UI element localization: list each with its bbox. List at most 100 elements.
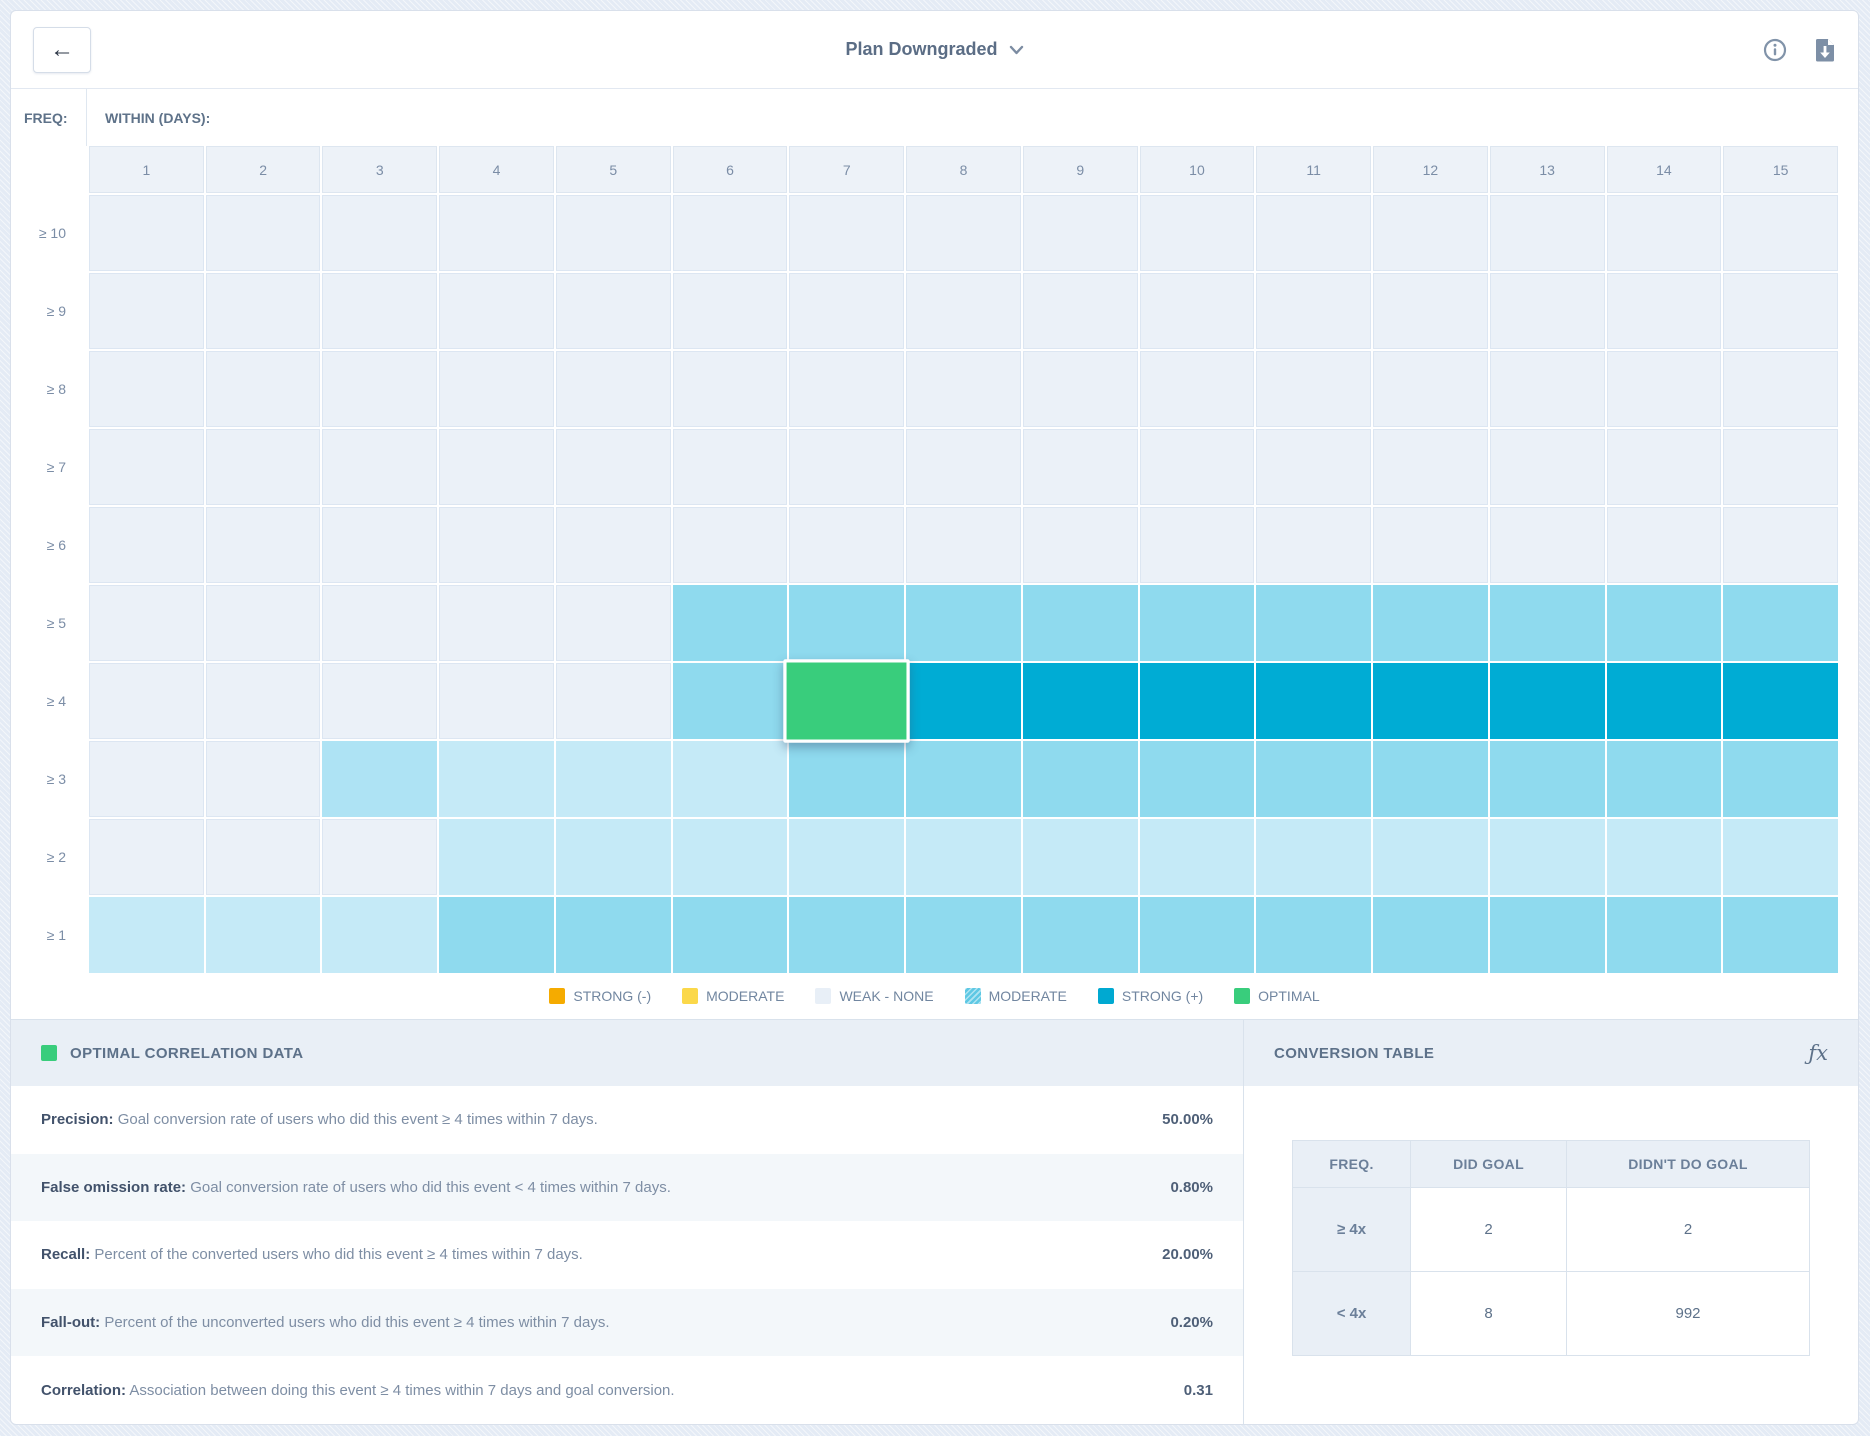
heatmap-cell-f9-d5[interactable] — [555, 273, 671, 349]
heatmap-cell-f5-d4[interactable] — [439, 585, 554, 661]
heatmap-cell-f10-d10[interactable] — [1139, 195, 1255, 271]
heatmap-cell-f10-d1[interactable] — [89, 195, 204, 271]
heatmap-cell-f8-d7[interactable] — [789, 351, 905, 427]
heatmap-cell-f8-d6[interactable] — [672, 351, 788, 427]
heatmap-cell-f2-d4[interactable] — [439, 819, 554, 895]
heatmap-cell-f1-d8[interactable] — [906, 897, 1021, 973]
heatmap-cell-f5-d2[interactable] — [205, 585, 321, 661]
heatmap-cell-f4-d3[interactable] — [322, 663, 438, 739]
heatmap-cell-f8-d14[interactable] — [1606, 351, 1722, 427]
heatmap-cell-f3-d12[interactable] — [1373, 741, 1488, 817]
heatmap-cell-f10-d2[interactable] — [205, 195, 321, 271]
heatmap-cell-f5-d8[interactable] — [906, 585, 1021, 661]
heatmap-cell-f3-d13[interactable] — [1489, 741, 1605, 817]
heatmap-cell-f9-d8[interactable] — [906, 273, 1021, 349]
heatmap-cell-f5-d3[interactable] — [322, 585, 438, 661]
heatmap-cell-f5-d11[interactable] — [1256, 585, 1372, 661]
heatmap-cell-f8-d13[interactable] — [1489, 351, 1605, 427]
heatmap-cell-f8-d4[interactable] — [439, 351, 554, 427]
export-report-icon[interactable] — [1814, 37, 1836, 62]
heatmap-cell-f4-d12[interactable] — [1373, 663, 1488, 739]
heatmap-cell-f7-d14[interactable] — [1606, 429, 1722, 505]
heatmap-cell-f10-d7[interactable] — [789, 195, 905, 271]
heatmap-cell-f2-d8[interactable] — [906, 819, 1021, 895]
heatmap-cell-f4-d15[interactable] — [1723, 663, 1838, 739]
back-button[interactable]: ← — [33, 26, 91, 73]
heatmap-cell-f7-d8[interactable] — [906, 429, 1021, 505]
heatmap-cell-f4-d10[interactable] — [1139, 663, 1255, 739]
heatmap-cell-f8-d3[interactable] — [322, 351, 438, 427]
heatmap-cell-f4-d2[interactable] — [205, 663, 321, 739]
heatmap-cell-f2-d15[interactable] — [1723, 819, 1838, 895]
heatmap-cell-f10-d4[interactable] — [439, 195, 554, 271]
heatmap-cell-f6-d12[interactable] — [1373, 507, 1488, 583]
heatmap-cell-f9-d11[interactable] — [1256, 273, 1372, 349]
heatmap-cell-f4-d1[interactable] — [89, 663, 204, 739]
heatmap-cell-f1-d6[interactable] — [672, 897, 788, 973]
heatmap-cell-f5-d5[interactable] — [555, 585, 671, 661]
heatmap-cell-f8-d12[interactable] — [1373, 351, 1488, 427]
heatmap-cell-f7-d3[interactable] — [322, 429, 438, 505]
heatmap-cell-f1-d15[interactable] — [1723, 897, 1838, 973]
heatmap-cell-f7-d7[interactable] — [789, 429, 905, 505]
heatmap-cell-f9-d1[interactable] — [89, 273, 204, 349]
heatmap-cell-f1-d5[interactable] — [555, 897, 671, 973]
heatmap-cell-f3-d10[interactable] — [1139, 741, 1255, 817]
heatmap-cell-f6-d8[interactable] — [906, 507, 1021, 583]
heatmap-cell-f9-d4[interactable] — [439, 273, 554, 349]
heatmap-cell-f5-d6[interactable] — [672, 585, 788, 661]
heatmap-cell-f7-d1[interactable] — [89, 429, 204, 505]
heatmap-cell-f4-d8[interactable] — [906, 663, 1021, 739]
heatmap-cell-f10-d8[interactable] — [906, 195, 1021, 271]
heatmap-cell-f5-d9[interactable] — [1022, 585, 1138, 661]
heatmap-cell-f5-d15[interactable] — [1723, 585, 1838, 661]
heatmap-cell-f6-d11[interactable] — [1256, 507, 1372, 583]
heatmap-cell-f5-d10[interactable] — [1139, 585, 1255, 661]
heatmap-cell-f7-d9[interactable] — [1022, 429, 1138, 505]
heatmap-cell-f10-d13[interactable] — [1489, 195, 1605, 271]
heatmap-cell-f9-d9[interactable] — [1022, 273, 1138, 349]
heatmap-cell-f6-d1[interactable] — [89, 507, 204, 583]
heatmap-cell-f5-d1[interactable] — [89, 585, 204, 661]
heatmap-cell-f6-d15[interactable] — [1723, 507, 1838, 583]
heatmap-cell-f2-d7[interactable] — [789, 819, 905, 895]
heatmap-cell-f7-d10[interactable] — [1139, 429, 1255, 505]
heatmap-cell-f10-d9[interactable] — [1022, 195, 1138, 271]
heatmap-cell-f2-d11[interactable] — [1256, 819, 1372, 895]
heatmap-cell-f3-d9[interactable] — [1022, 741, 1138, 817]
heatmap-cell-f6-d10[interactable] — [1139, 507, 1255, 583]
heatmap-cell-f2-d3[interactable] — [322, 819, 438, 895]
heatmap-cell-f4-d5[interactable] — [555, 663, 671, 739]
heatmap-cell-f9-d15[interactable] — [1723, 273, 1838, 349]
heatmap-cell-f5-d13[interactable] — [1489, 585, 1605, 661]
heatmap-cell-f3-d5[interactable] — [555, 741, 671, 817]
heatmap-cell-f10-d15[interactable] — [1723, 195, 1838, 271]
heatmap-cell-f7-d6[interactable] — [672, 429, 788, 505]
heatmap-cell-f7-d13[interactable] — [1489, 429, 1605, 505]
info-icon[interactable] — [1763, 38, 1787, 62]
heatmap-cell-f9-d13[interactable] — [1489, 273, 1605, 349]
heatmap-cell-f3-d3[interactable] — [322, 741, 438, 817]
heatmap-cell-f6-d9[interactable] — [1022, 507, 1138, 583]
heatmap-cell-f8-d15[interactable] — [1723, 351, 1838, 427]
heatmap-cell-f10-d3[interactable] — [322, 195, 438, 271]
heatmap-cell-f7-d5[interactable] — [555, 429, 671, 505]
heatmap-cell-f7-d11[interactable] — [1256, 429, 1372, 505]
heatmap-cell-f6-d3[interactable] — [322, 507, 438, 583]
heatmap-cell-optimal[interactable] — [783, 659, 910, 743]
heatmap-cell-f10-d11[interactable] — [1256, 195, 1372, 271]
heatmap-cell-f1-d12[interactable] — [1373, 897, 1488, 973]
heatmap-cell-f4-d6[interactable] — [672, 663, 788, 739]
heatmap-cell-f2-d6[interactable] — [672, 819, 788, 895]
heatmap-cell-f10-d12[interactable] — [1373, 195, 1488, 271]
heatmap-cell-f2-d12[interactable] — [1373, 819, 1488, 895]
heatmap-cell-f8-d5[interactable] — [555, 351, 671, 427]
heatmap-cell-f3-d7[interactable] — [789, 741, 905, 817]
heatmap-cell-f7-d15[interactable] — [1723, 429, 1838, 505]
heatmap-cell-f3-d8[interactable] — [906, 741, 1021, 817]
heatmap-cell-f2-d14[interactable] — [1606, 819, 1722, 895]
heatmap-cell-f9-d10[interactable] — [1139, 273, 1255, 349]
heatmap-cell-f4-d13[interactable] — [1489, 663, 1605, 739]
heatmap-cell-f9-d2[interactable] — [205, 273, 321, 349]
heatmap-cell-f9-d7[interactable] — [789, 273, 905, 349]
